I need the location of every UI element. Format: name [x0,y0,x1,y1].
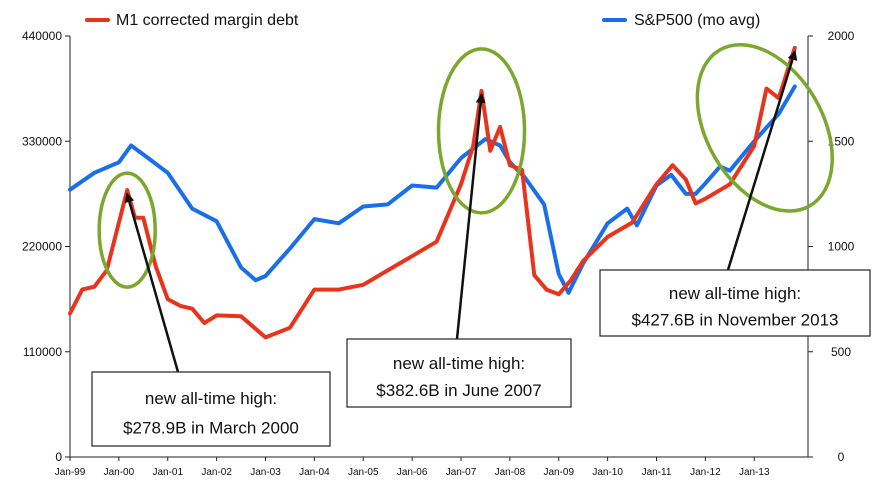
right-tick-label: 0 [838,450,845,464]
x-tick-label: Jan-01 [152,467,183,478]
left-tick-label: 440000 [22,29,62,43]
annotation-line2: $427.6B in November 2013 [632,310,839,329]
x-tick-label: Jan-10 [592,467,623,478]
annotations: new all-time high: $278.9B in March 2000 n… [91,49,871,447]
left-tick-label: 220000 [22,240,62,254]
annotation-line1: new all-time high: [669,284,801,303]
legend-label-sp500: S&P500 (mo avg) [634,12,760,29]
x-tick-label: Jan-13 [739,467,770,478]
annotation-line2: $382.6B in June 2007 [376,381,541,400]
legend-label-margin-debt: M1 corrected margin debt [116,12,299,29]
x-tick-label: Jan-07 [446,467,477,478]
peak-highlight-ellipse [436,47,527,215]
x-tick-label: Jan-11 [642,467,672,478]
left-tick-label: 110000 [23,345,62,359]
x-tick-label: Jan-09 [543,467,574,478]
sp500-line [68,84,797,295]
axes: 0 110000 220000 330000 440000 0 500 1000 1500 200… [22,29,855,478]
x-tick-label: Jan-05 [348,467,379,478]
x-tick-label: Jan-99 [55,467,86,478]
right-tick-label: 1000 [828,240,855,254]
annotation-line2: $278.9B in March 2000 [123,419,299,438]
x-tick-label: Jan-03 [250,467,281,478]
legend: M1 corrected margin debt S&P500 (mo avg) [85,12,760,29]
x-tick-label: Jan-06 [397,467,428,478]
peak-highlight-ellipse [695,42,834,213]
annotation-arrow [455,92,486,340]
right-tick-label: 1500 [828,134,855,148]
peak-highlight-ellipse [97,171,157,289]
x-tick-label: Jan-02 [201,467,232,478]
x-tick-label: Jan-00 [104,467,135,478]
x-tick-label: Jan-12 [690,467,721,478]
x-tick-label: Jan-04 [299,467,330,478]
annotation-line1: new all-time high: [145,389,277,408]
annotation-arrow [124,192,180,373]
x-tick-label: Jan-08 [495,467,526,478]
left-tick-label: 330000 [22,134,62,148]
annotation-box [346,338,572,408]
annotation-arrow [726,49,798,271]
annotation-box [599,269,871,337]
right-tick-label: 500 [831,345,851,359]
peak-highlights [97,42,834,289]
annotation-box [91,371,331,447]
annotation-line1: new all-time high: [393,354,525,373]
left-tick-label: 0 [55,450,62,464]
right-tick-label: 2000 [828,29,855,43]
